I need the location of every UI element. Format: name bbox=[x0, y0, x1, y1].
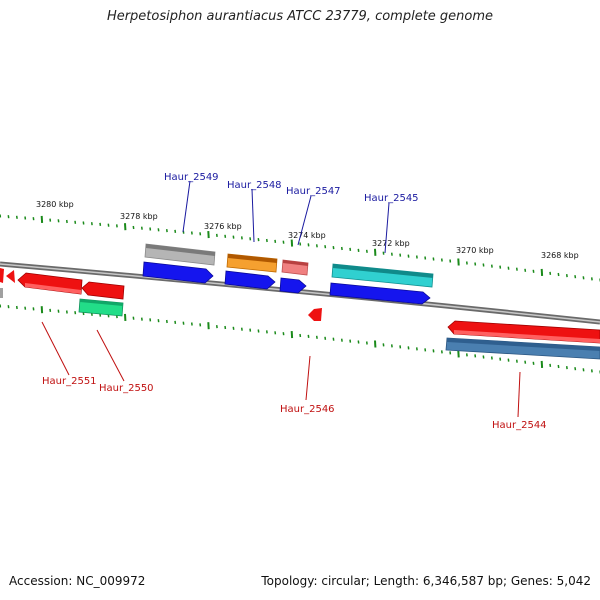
scale-label-3276: 3276 kbp bbox=[204, 222, 242, 231]
gene-feature-haur-2550[interactable] bbox=[78, 298, 124, 317]
gene-label-haur-2550[interactable]: Haur_2550 bbox=[99, 383, 154, 394]
gene-label-haur-2547[interactable]: Haur_2547 bbox=[286, 186, 341, 197]
scale-ticks-inner bbox=[0, 304, 600, 374]
gene-label-haur-2544[interactable]: Haur_2544 bbox=[492, 420, 547, 431]
feature-blue-2[interactable] bbox=[224, 270, 276, 290]
accession-text: Accession: NC_009972 bbox=[9, 574, 146, 588]
map-title: Herpetosiphon aurantiacus ATCC 23779, co… bbox=[106, 9, 494, 24]
gene-feature-haur-2544[interactable] bbox=[445, 337, 600, 360]
feature-blue-1[interactable] bbox=[142, 261, 214, 284]
feature-blue-4[interactable] bbox=[329, 282, 431, 305]
gene-feature-haur-2546[interactable] bbox=[308, 308, 322, 321]
scale-label-3268: 3268 kbp bbox=[541, 251, 579, 260]
gene-label-haur-2546[interactable]: Haur_2546 bbox=[280, 404, 335, 415]
scale-ticks-outer bbox=[0, 214, 600, 282]
feature-grey-left[interactable] bbox=[0, 288, 3, 298]
feature-red-left-2[interactable] bbox=[6, 270, 15, 283]
scale-label-3280: 3280 kbp bbox=[36, 200, 74, 209]
gene-label-haur-2551[interactable]: Haur_2551 bbox=[42, 376, 97, 387]
feature-red-left-1[interactable] bbox=[0, 268, 4, 283]
gene-feature-haur-2551[interactable] bbox=[17, 272, 83, 295]
gene-label-haur-2549[interactable]: Haur_2549 bbox=[164, 172, 219, 183]
gene-feature-haur-2547[interactable] bbox=[281, 259, 309, 276]
gene-label-haur-2545[interactable]: Haur_2545 bbox=[364, 193, 419, 204]
scale-label-3278: 3278 kbp bbox=[120, 212, 158, 221]
feature-red-right[interactable] bbox=[447, 320, 600, 344]
feature-red-left-3[interactable] bbox=[81, 281, 125, 300]
gene-feature-haur-2548[interactable] bbox=[226, 253, 278, 273]
gene-label-haur-2548[interactable]: Haur_2548 bbox=[227, 180, 282, 191]
gene-feature-haur-2549[interactable] bbox=[144, 243, 216, 266]
scale-label-3270: 3270 kbp bbox=[456, 246, 494, 255]
scale-label-3274: 3274 kbp bbox=[288, 231, 326, 240]
feature-blue-3[interactable] bbox=[279, 277, 307, 294]
scale-label-3272: 3272 kbp bbox=[372, 239, 410, 248]
genome-summary-text: Topology: circular; Length: 6,346,587 bp… bbox=[261, 574, 591, 588]
gene-feature-haur-2545[interactable] bbox=[331, 263, 434, 288]
